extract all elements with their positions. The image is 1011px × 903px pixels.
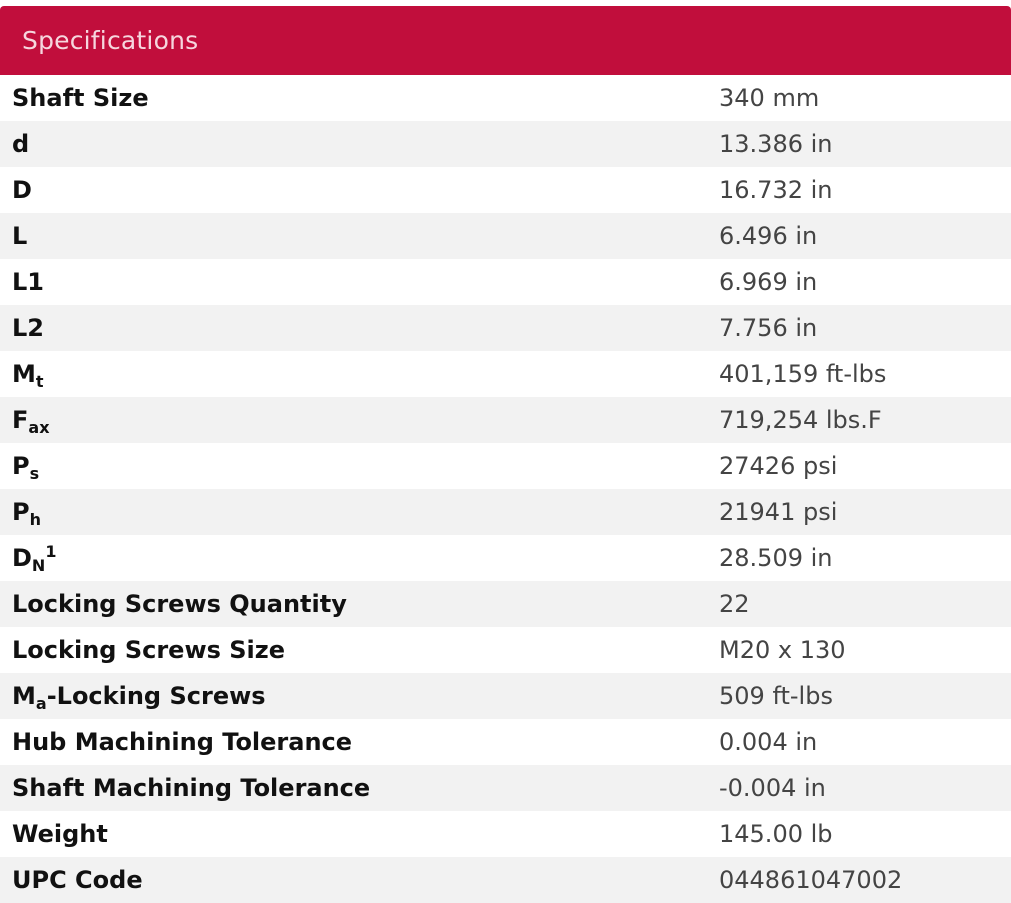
spec-row-shaft-machining-tolerance: Shaft Machining Tolerance -0.004 in [0, 765, 1011, 811]
spec-row-ph: Ph 21941 psi [0, 489, 1011, 535]
specifications-header: Specifications [0, 6, 1011, 75]
spec-row-fax: Fax 719,254 lbs.F [0, 397, 1011, 443]
spec-value: 6.496 in [719, 222, 818, 250]
spec-value: 28.509 in [719, 544, 833, 572]
spec-row-ps: Ps 27426 psi [0, 443, 1011, 489]
spec-label: L1 [12, 268, 44, 296]
spec-row-mt: Mt 401,159 ft-lbs [0, 351, 1011, 397]
spec-label: Ps [12, 452, 40, 483]
spec-row-l1: L1 6.969 in [0, 259, 1011, 305]
spec-label: L2 [12, 314, 44, 342]
spec-value: 21941 psi [719, 498, 838, 526]
specifications-panel: Specifications Shaft Size 340 mm d 13.38… [0, 6, 1011, 903]
specifications-title: Specifications [22, 26, 199, 55]
spec-label: Fax [12, 406, 50, 437]
spec-value: 27426 psi [719, 452, 838, 480]
spec-row-outer-d: D 16.732 in [0, 167, 1011, 213]
spec-row-ma-locking-screws: Ma-Locking Screws 509 ft-lbs [0, 673, 1011, 719]
spec-row-upc-code: UPC Code 044861047002 [0, 857, 1011, 903]
spec-label: L [12, 222, 28, 250]
spec-row-locking-screws-quantity: Locking Screws Quantity 22 [0, 581, 1011, 627]
spec-label: Locking Screws Size [12, 636, 286, 664]
spec-value: 719,254 lbs.F [719, 406, 882, 434]
spec-row-d: d 13.386 in [0, 121, 1011, 167]
spec-value: M20 x 130 [719, 636, 846, 664]
spec-label: D [12, 176, 32, 204]
spec-row-hub-machining-tolerance: Hub Machining Tolerance 0.004 in [0, 719, 1011, 765]
spec-label: Ma-Locking Screws [12, 682, 266, 713]
spec-value: 16.732 in [719, 176, 833, 204]
spec-label: Hub Machining Tolerance [12, 728, 353, 756]
spec-label: DN1 [12, 542, 57, 575]
spec-label: d [12, 130, 30, 158]
spec-value: 340 mm [719, 84, 820, 112]
spec-value: 7.756 in [719, 314, 818, 342]
specifications-table: Shaft Size 340 mm d 13.386 in D 16.732 i… [0, 75, 1011, 903]
spec-value: 0.004 in [719, 728, 818, 756]
spec-value: 13.386 in [719, 130, 833, 158]
spec-row-locking-screws-size: Locking Screws Size M20 x 130 [0, 627, 1011, 673]
spec-value: 6.969 in [719, 268, 818, 296]
spec-value: 22 [719, 590, 750, 618]
spec-label: Weight [12, 820, 108, 848]
spec-label: Locking Screws Quantity [12, 590, 347, 618]
spec-value: 145.00 lb [719, 820, 833, 848]
spec-value: 509 ft-lbs [719, 682, 833, 710]
spec-value: 401,159 ft-lbs [719, 360, 887, 388]
spec-row-l: L 6.496 in [0, 213, 1011, 259]
spec-label: Ph [12, 498, 41, 529]
spec-value: -0.004 in [719, 774, 826, 802]
spec-label: Shaft Machining Tolerance [12, 774, 371, 802]
spec-label: UPC Code [12, 866, 143, 894]
spec-label: Shaft Size [12, 84, 149, 112]
spec-row-weight: Weight 145.00 lb [0, 811, 1011, 857]
spec-label: Mt [12, 360, 44, 391]
spec-row-dn: DN1 28.509 in [0, 535, 1011, 581]
spec-row-shaft-size: Shaft Size 340 mm [0, 75, 1011, 121]
spec-row-l2: L2 7.756 in [0, 305, 1011, 351]
spec-value: 044861047002 [719, 866, 903, 894]
